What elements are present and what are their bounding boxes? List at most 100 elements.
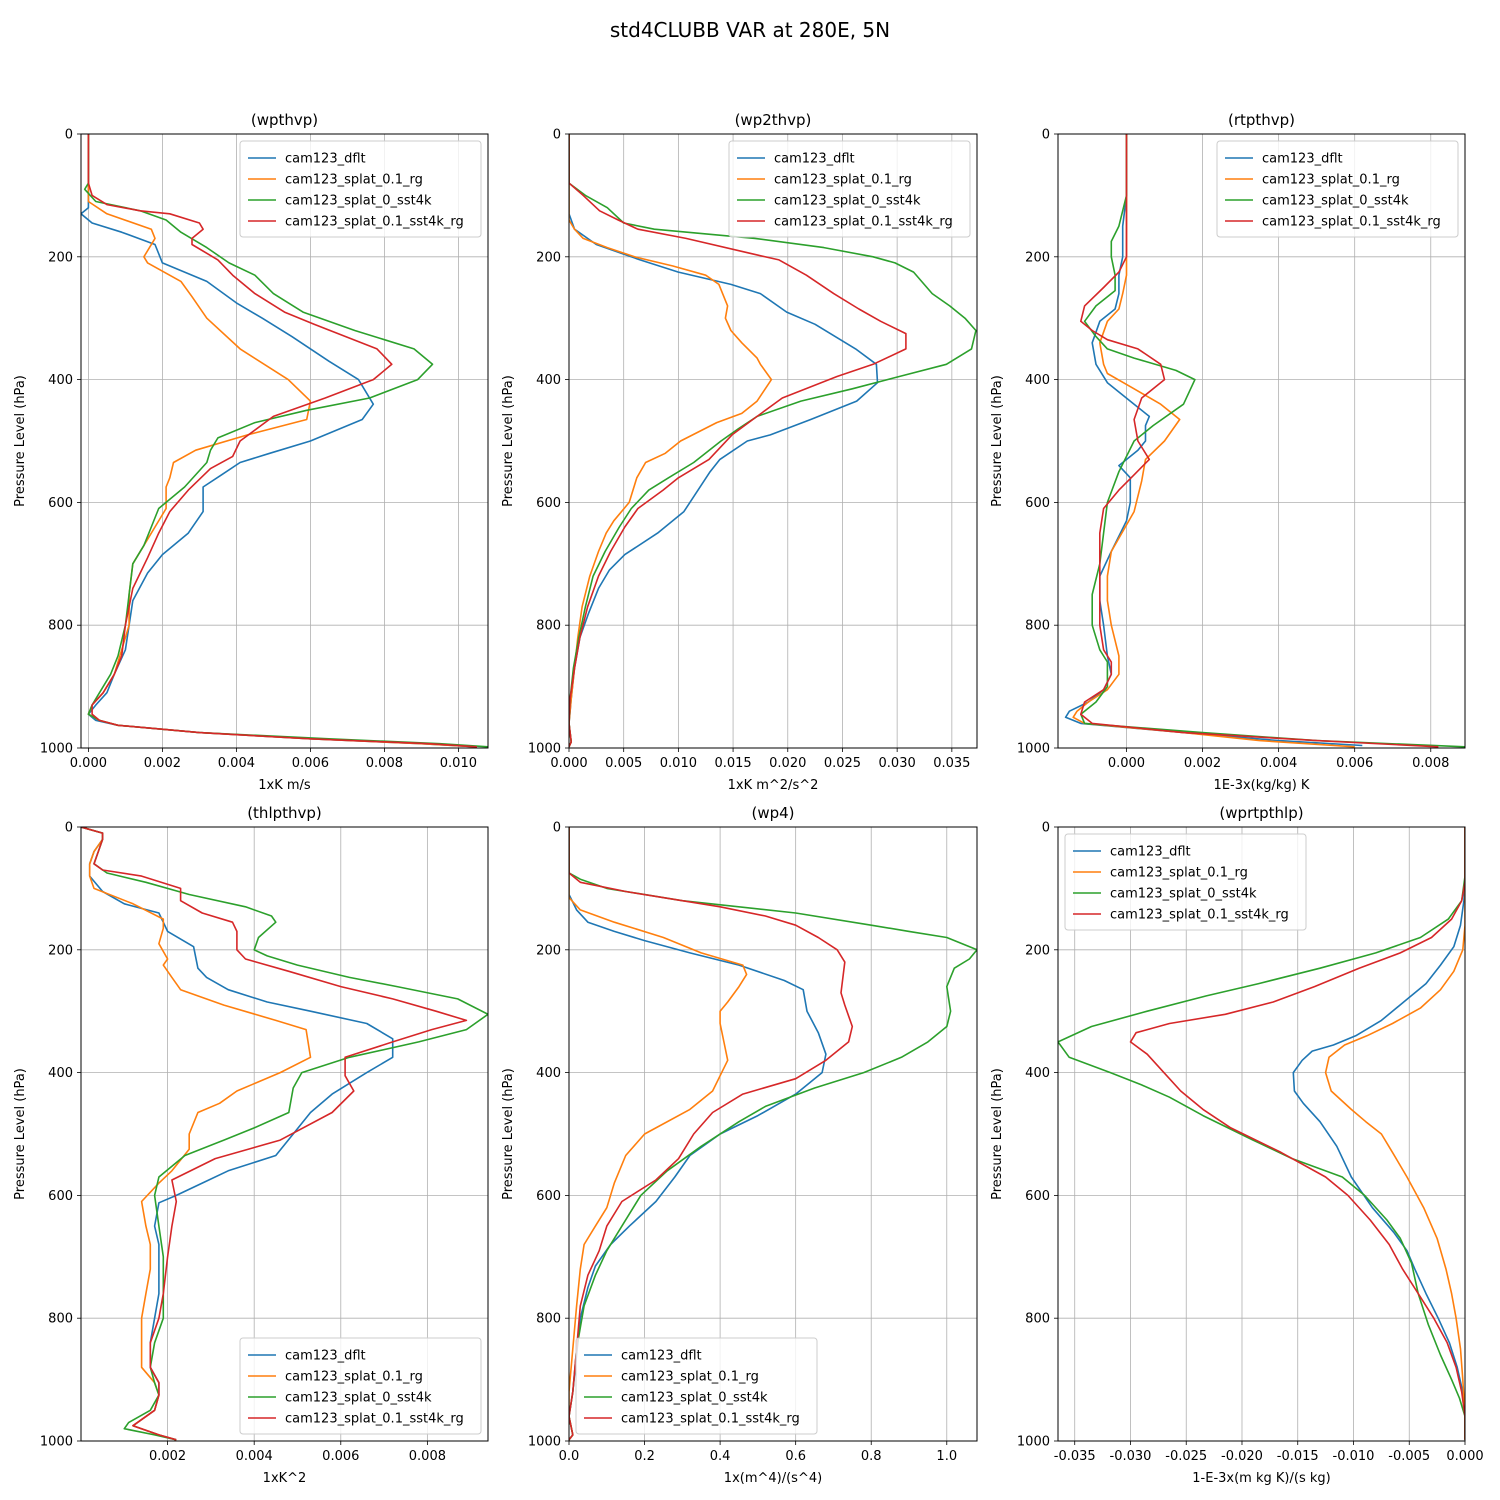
- legend: cam123_dflt cam123_splat_0.1_rg cam123_spl…: [728, 140, 971, 238]
- y-tick-label: 1000: [1017, 1435, 1050, 1450]
- y-axis-label: Pressure Level (hPa): [990, 1068, 1005, 1200]
- legend-box: [1064, 833, 1307, 931]
- series-line-cam123_splat_0.1_rg: [569, 134, 773, 748]
- series-group: [569, 827, 977, 1441]
- legend: cam123_dflt cam123_splat_0.1_rg cam123_spl…: [239, 140, 482, 238]
- x-tick-label: -0.010: [1333, 1449, 1375, 1464]
- x-tick-label: -0.020: [1221, 1449, 1263, 1464]
- legend-box: [728, 140, 971, 238]
- y-tick-label: 600: [1025, 496, 1050, 511]
- x-tick-label: -0.025: [1165, 1449, 1207, 1464]
- x-tick-label: 0.005: [605, 756, 642, 771]
- x-axis-label: 1xK m^2/s^2: [728, 778, 819, 793]
- x-tick-label: 0.004: [236, 1449, 273, 1464]
- subplot-rtpthvp: 0.000 0.002 0.004 0.006 0.008 0 200 400 600 800 10…: [990, 111, 1466, 793]
- legend-label-cam123_splat_0.1_rg: cam123_splat_0.1_rg: [774, 173, 912, 188]
- y-tick-label: 0: [65, 128, 73, 143]
- legend-label-cam123_splat_0.1_sst4k_rg: cam123_splat_0.1_sst4k_rg: [621, 1412, 800, 1427]
- legend: cam123_dflt cam123_splat_0.1_rg cam123_spl…: [1216, 140, 1459, 238]
- y-tick-label: 0: [1042, 821, 1050, 836]
- x-tick-label: 0.008: [366, 756, 403, 771]
- y-tick-label: 800: [1025, 619, 1050, 634]
- y-tick-label: 1000: [40, 742, 73, 757]
- subplot-thlpthvp: 0.002 0.004 0.006 0.008 0 200 400 600 800 1000 (th…: [13, 804, 489, 1486]
- y-tick-label: 400: [48, 1066, 73, 1081]
- legend-label-cam123_splat_0_sst4k: cam123_splat_0_sst4k: [285, 194, 432, 209]
- legend-label-cam123_splat_0.1_rg: cam123_splat_0.1_rg: [1110, 866, 1248, 881]
- legend: cam123_dflt cam123_splat_0.1_rg cam123_spl…: [1064, 833, 1307, 931]
- y-tick-label: 400: [536, 1066, 561, 1081]
- legend-label-cam123_splat_0_sst4k: cam123_splat_0_sst4k: [621, 1391, 768, 1406]
- y-axis-label: Pressure Level (hPa): [990, 375, 1005, 507]
- x-tick-label: 0.015: [714, 756, 751, 771]
- series-line-cam123_splat_0.1_sst4k_rg: [81, 827, 468, 1441]
- subplot-title: (wprtpthlp): [1219, 804, 1303, 822]
- legend-label-cam123_splat_0_sst4k: cam123_splat_0_sst4k: [285, 1391, 432, 1406]
- y-axis-label: Pressure Level (hPa): [501, 1068, 516, 1200]
- y-axis-label: Pressure Level (hPa): [13, 1068, 28, 1200]
- x-tick-label: 0.0: [559, 1449, 580, 1464]
- legend: cam123_dflt cam123_splat_0.1_rg cam123_spl…: [575, 1337, 818, 1435]
- y-tick-label: 200: [48, 250, 73, 265]
- y-tick-label: 1000: [528, 742, 561, 757]
- x-tick-label: 0.030: [879, 756, 916, 771]
- legend-box: [239, 1337, 482, 1435]
- legend-label-cam123_dflt: cam123_dflt: [1110, 845, 1191, 860]
- series-group: [81, 827, 488, 1441]
- x-tick-label: 0.008: [409, 1449, 446, 1464]
- legend-label-cam123_splat_0.1_rg: cam123_splat_0.1_rg: [285, 1370, 423, 1385]
- subplot-title: (thlpthvp): [247, 804, 322, 822]
- series-line-cam123_splat_0_sst4k: [1080, 134, 1465, 748]
- subplot-title: (wpthvp): [251, 111, 318, 129]
- y-tick-label: 0: [1042, 128, 1050, 143]
- x-tick-label: 0.002: [149, 1449, 186, 1464]
- series-line-cam123_splat_0.1_rg: [1324, 827, 1465, 1440]
- legend-label-cam123_dflt: cam123_dflt: [1262, 152, 1343, 167]
- y-tick-label: 400: [1025, 373, 1050, 388]
- series-group: [1064, 134, 1465, 748]
- x-tick-label: 0.004: [1260, 756, 1297, 771]
- x-tick-label: 0.4: [710, 1449, 731, 1464]
- x-tick-label: 0.000: [1108, 756, 1145, 771]
- y-axis-label: Pressure Level (hPa): [501, 375, 516, 507]
- series-line-cam123_splat_0.1_rg: [81, 827, 312, 1441]
- x-tick-label: -0.005: [1388, 1449, 1430, 1464]
- y-axis-label: Pressure Level (hPa): [13, 375, 28, 507]
- y-tick-label: 1000: [528, 1435, 561, 1450]
- legend-label-cam123_splat_0.1_rg: cam123_splat_0.1_rg: [621, 1370, 759, 1385]
- figure-title: std4CLUBB VAR at 280E, 5N: [610, 18, 890, 42]
- legend-box: [1216, 140, 1459, 238]
- legend-label-cam123_dflt: cam123_dflt: [285, 152, 366, 167]
- legend-label-cam123_splat_0_sst4k: cam123_splat_0_sst4k: [1262, 194, 1409, 209]
- legend-label-cam123_splat_0.1_rg: cam123_splat_0.1_rg: [285, 173, 423, 188]
- legend-label-cam123_splat_0.1_sst4k_rg: cam123_splat_0.1_sst4k_rg: [1262, 215, 1441, 230]
- x-axis-label: 1-E-3x(m kg K)/(s kg): [1192, 1471, 1330, 1486]
- x-tick-label: 0.006: [322, 1449, 359, 1464]
- x-axis-label: 1xK^2: [263, 1471, 307, 1486]
- legend-label-cam123_dflt: cam123_dflt: [621, 1349, 702, 1364]
- x-tick-label: 0.000: [1446, 1449, 1483, 1464]
- y-tick-label: 0: [553, 821, 561, 836]
- x-axis-label: 1xK m/s: [258, 778, 311, 793]
- y-tick-label: 200: [536, 250, 561, 265]
- series-line-cam123_dflt: [569, 827, 827, 1441]
- x-axis-label: 1x(m^4)/(s^4): [724, 1471, 822, 1486]
- legend-box: [239, 140, 482, 238]
- y-tick-label: 800: [48, 619, 73, 634]
- axes-frame: [1057, 133, 1466, 749]
- x-tick-label: -0.030: [1110, 1449, 1152, 1464]
- legend-label-cam123_dflt: cam123_dflt: [774, 152, 855, 167]
- y-tick-label: 0: [65, 821, 73, 836]
- y-tick-label: 200: [48, 943, 73, 958]
- axes-frame: [568, 826, 978, 1442]
- series-line-cam123_splat_0_sst4k: [83, 134, 488, 748]
- series-line-cam123_dflt: [1292, 827, 1465, 1440]
- subplot-title: (wp4): [751, 804, 794, 822]
- axes-frame: [80, 133, 489, 749]
- subplot-grid: 0.000 0.002 0.004 0.006 0.008 0.0100200400600…: [13, 111, 1484, 1486]
- series-line-cam123_splat_0.1_sst4k_rg: [569, 827, 854, 1441]
- subplot-wpthvp: 0.000 0.002 0.004 0.006 0.008 0.010 0 200 400 600…: [13, 111, 489, 793]
- x-tick-label: -0.035: [1054, 1449, 1096, 1464]
- legend-label-cam123_splat_0.1_sst4k_rg: cam123_splat_0.1_sst4k_rg: [285, 1412, 464, 1427]
